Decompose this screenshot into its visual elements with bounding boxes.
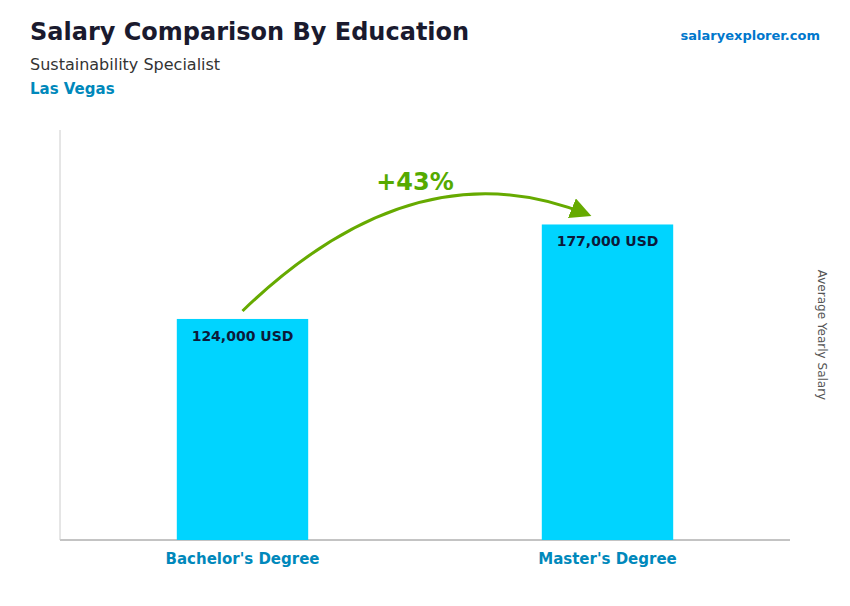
change-arrow: [243, 194, 588, 311]
title: Salary Comparison By Education: [30, 18, 469, 46]
chart-svg: Salary Comparison By Education Sustainabi…: [0, 0, 850, 606]
category-label: Master's Degree: [538, 550, 677, 568]
y-axis-label: Average Yearly Salary: [815, 270, 829, 400]
bars: [177, 224, 673, 540]
data-label: 177,000 USD: [557, 233, 659, 249]
bar: [542, 224, 673, 540]
source: salaryexplorer.com: [681, 28, 820, 43]
location: Las Vegas: [30, 80, 115, 98]
category-label: Bachelor's Degree: [166, 550, 320, 568]
chart-container: Salary Comparison By Education Sustainabi…: [0, 0, 850, 606]
change-label: +43%: [376, 168, 454, 196]
x-axis-line: [60, 540, 790, 541]
bar: [177, 319, 308, 540]
data-label: 124,000 USD: [192, 328, 294, 344]
y-axis-line: [60, 130, 61, 540]
subtitle: Sustainability Specialist: [30, 55, 220, 74]
